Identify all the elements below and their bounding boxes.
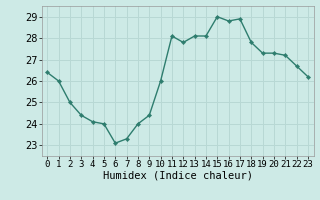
X-axis label: Humidex (Indice chaleur): Humidex (Indice chaleur)	[103, 171, 252, 181]
